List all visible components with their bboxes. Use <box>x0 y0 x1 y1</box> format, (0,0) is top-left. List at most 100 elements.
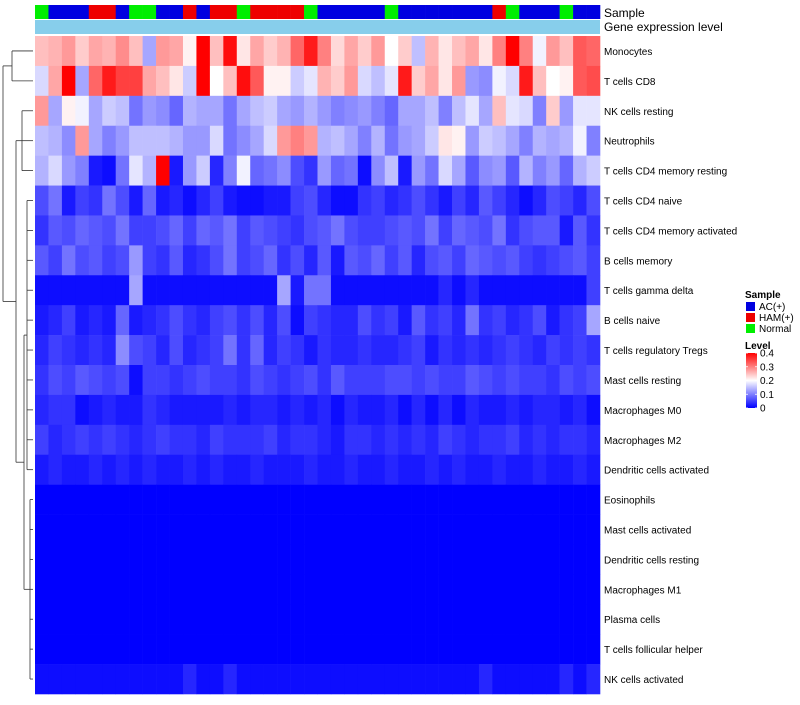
heatmap-cell <box>573 634 587 665</box>
heatmap-cell <box>519 95 534 127</box>
heatmap-cell <box>88 36 103 67</box>
heatmap-cell <box>398 574 412 605</box>
heatmap-cell <box>317 574 332 605</box>
heatmap-cell <box>115 95 130 127</box>
heatmap-cell <box>142 36 157 67</box>
heatmap-cell <box>48 185 63 216</box>
heatmap-cell <box>277 125 291 156</box>
heatmap-cell <box>48 125 63 156</box>
heatmap-cell <box>492 95 507 127</box>
heatmap-cell <box>277 454 291 485</box>
heatmap-cell <box>546 454 560 485</box>
heatmap-cell <box>142 664 157 695</box>
heatmap-cell <box>532 245 547 276</box>
heatmap-cell <box>209 365 224 396</box>
heatmap-cell <box>236 185 251 216</box>
heatmap-cell <box>398 664 412 695</box>
heatmap-cell <box>317 125 332 156</box>
heatmap-cell <box>156 275 170 306</box>
heatmap-cell <box>478 514 493 545</box>
heatmap-cell <box>559 275 574 306</box>
heatmap-cell <box>209 454 224 485</box>
heatmap-cell <box>465 544 480 575</box>
heatmap-cell <box>317 305 332 336</box>
heatmap-cell <box>344 604 359 635</box>
heatmap-cell <box>465 305 480 336</box>
heatmap-cell <box>384 65 399 97</box>
heatmap-cell <box>304 604 318 635</box>
heatmap-cell <box>586 604 601 635</box>
heatmap-cell <box>102 65 117 97</box>
heatmap-cell <box>115 574 130 605</box>
heatmap-cell <box>478 484 493 515</box>
heatmap-cell <box>586 215 601 246</box>
heatmap-cell <box>425 335 439 366</box>
sample-annotation-cell <box>129 5 143 19</box>
heatmap-cell <box>559 634 574 665</box>
heatmap-cell <box>115 454 130 485</box>
heatmap-cell <box>290 394 305 426</box>
heatmap-cell <box>438 544 453 575</box>
heatmap-cell <box>371 664 386 695</box>
heatmap-cell <box>182 394 197 426</box>
heatmap-cell <box>357 664 372 695</box>
heatmap-cell <box>61 604 76 635</box>
heatmap-cell <box>250 36 264 67</box>
heatmap-cell <box>559 365 574 396</box>
sample-annotation-cell <box>61 5 76 19</box>
heatmap-cell <box>586 424 601 456</box>
heatmap-cell <box>129 275 143 306</box>
heatmap-cell <box>384 514 399 545</box>
heatmap-cell <box>492 604 507 635</box>
heatmap-cell <box>290 245 305 276</box>
heatmap-cell <box>505 365 520 396</box>
heatmap-cell <box>48 514 63 545</box>
heatmap-cell <box>88 365 103 396</box>
heatmap-cell <box>263 574 278 605</box>
heatmap-cell <box>48 484 63 515</box>
heatmap-cell <box>196 454 211 485</box>
heatmap-cell <box>61 664 76 695</box>
heatmap-cell <box>452 634 466 665</box>
heatmap-cell <box>344 95 359 127</box>
heatmap-cell <box>182 544 197 575</box>
heatmap-cell <box>452 245 466 276</box>
heatmap-cell <box>75 454 90 485</box>
heatmap-cell <box>573 604 587 635</box>
heatmap-cell <box>304 514 318 545</box>
heatmap-cell <box>492 424 507 456</box>
heatmap-cell <box>465 125 480 156</box>
heatmap-cell <box>290 155 305 186</box>
heatmap-cell <box>263 65 278 97</box>
heatmap-cell <box>573 335 587 366</box>
heatmap-cell <box>88 454 103 485</box>
heatmap-cell <box>129 454 143 485</box>
heatmap-cell <box>492 544 507 575</box>
heatmap-cell <box>573 424 587 456</box>
heatmap-cell <box>156 424 170 456</box>
heatmap-cell <box>438 275 453 306</box>
heatmap-cell <box>559 604 574 635</box>
heatmap-cell <box>236 215 251 246</box>
heatmap-cell <box>478 215 493 246</box>
heatmap-cell <box>330 125 345 156</box>
heatmap-cell <box>196 484 211 515</box>
heatmap-cell <box>357 275 372 306</box>
heatmap-cell <box>277 394 291 426</box>
heatmap-cell <box>371 424 386 456</box>
heatmap-cell <box>223 544 238 575</box>
heatmap-cell <box>573 544 587 575</box>
heatmap-cell <box>586 454 601 485</box>
heatmap-cell <box>505 125 520 156</box>
heatmap-cell <box>48 604 63 635</box>
heatmap-cell <box>277 155 291 186</box>
heatmap-cell <box>532 574 547 605</box>
heatmap-cell <box>48 365 63 396</box>
heatmap-cell <box>546 394 560 426</box>
heatmap-cell <box>478 664 493 695</box>
heatmap-cell <box>532 514 547 545</box>
heatmap-cell <box>546 95 560 127</box>
heatmap-cell <box>88 424 103 456</box>
heatmap-cell <box>425 245 439 276</box>
heatmap-cell <box>505 664 520 695</box>
